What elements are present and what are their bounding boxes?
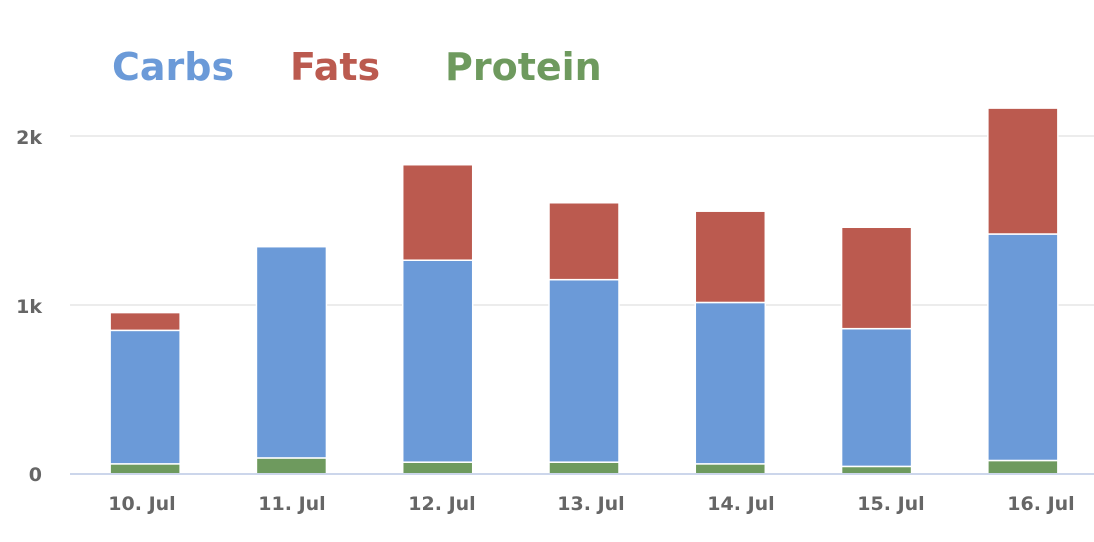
bar-carbs[interactable] (548, 278, 620, 463)
x-tick-label: 11. Jul (258, 493, 325, 515)
bar-protein[interactable] (109, 463, 181, 475)
x-tick-label: 10. Jul (108, 493, 175, 515)
bar-fats[interactable] (109, 311, 181, 332)
bar-fats[interactable] (987, 107, 1059, 235)
x-axis: 10. Jul 11. Jul 12. Jul 13. Jul 14. Jul … (70, 473, 1094, 515)
bar-carbs[interactable] (401, 259, 474, 463)
bar-protein[interactable] (548, 461, 620, 475)
bars (109, 107, 1059, 475)
bar-carbs[interactable] (694, 301, 767, 465)
bar-fats[interactable] (694, 210, 767, 304)
bar-protein[interactable] (401, 461, 474, 475)
y-tick-label: 2k (16, 127, 42, 149)
bar-carbs[interactable] (109, 329, 181, 465)
y-axis: 0 1k 2k (16, 127, 42, 486)
x-tick-label: 16. Jul (1007, 493, 1074, 515)
legend-item-carbs[interactable]: Carbs (112, 45, 234, 89)
bar-carbs[interactable] (840, 327, 913, 468)
bar-protein[interactable] (987, 459, 1059, 475)
bar-protein[interactable] (840, 465, 913, 475)
bar-protein[interactable] (694, 463, 767, 475)
bar-protein[interactable] (255, 457, 328, 475)
x-tick-label: 15. Jul (857, 493, 924, 515)
x-tick-label: 13. Jul (557, 493, 624, 515)
y-tick-label: 1k (16, 296, 42, 318)
y-tick-label: 0 (29, 464, 42, 486)
bar-fats[interactable] (401, 163, 474, 261)
bar-carbs[interactable] (987, 233, 1059, 462)
x-tick-label: 14. Jul (707, 493, 774, 515)
bar-fats[interactable] (840, 226, 913, 330)
legend-item-fats[interactable]: Fats (290, 45, 380, 89)
bar-carbs[interactable] (255, 245, 328, 459)
chart-legend: Carbs Fats Protein (112, 45, 602, 89)
bar-fats[interactable] (548, 202, 620, 281)
legend-item-protein[interactable]: Protein (445, 45, 602, 89)
x-tick-label: 12. Jul (408, 493, 475, 515)
